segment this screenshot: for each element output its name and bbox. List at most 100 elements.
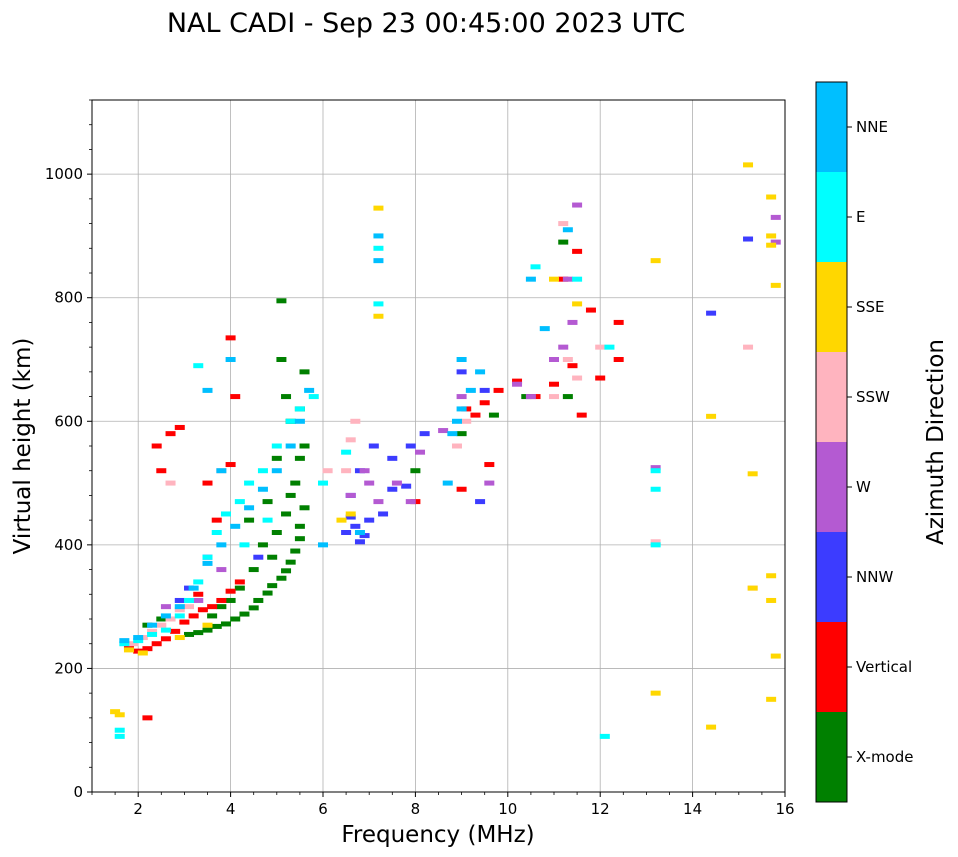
data-point [193, 591, 204, 597]
data-point [239, 611, 250, 617]
data-point [373, 245, 384, 251]
data-point [484, 462, 495, 468]
data-point [378, 511, 389, 517]
y-tick-label: 800 [54, 289, 83, 307]
data-point [253, 597, 264, 603]
data-point [373, 499, 384, 505]
data-point [373, 233, 384, 239]
data-point [193, 597, 204, 603]
colorbar-tick-label: SSW [856, 388, 890, 406]
colorbar-frame [815, 81, 848, 803]
series-w [160, 202, 781, 610]
data-point [549, 276, 559, 282]
data-point [479, 387, 490, 393]
colorbar-tick-label: Vertical [856, 658, 912, 676]
data-point [650, 542, 661, 548]
data-point [160, 636, 171, 642]
data-point [456, 369, 467, 375]
data-point [142, 715, 153, 721]
data-point [461, 418, 472, 424]
data-point [133, 635, 144, 641]
data-point [345, 437, 356, 443]
data-point [230, 523, 241, 529]
data-point [530, 264, 541, 270]
data-point [354, 530, 365, 535]
data-point [281, 394, 292, 400]
data-point [119, 638, 130, 644]
data-point [465, 387, 476, 393]
data-point [766, 597, 777, 603]
colorbar-tick-label: NNE [856, 118, 888, 136]
data-point [650, 468, 661, 474]
data-point [572, 248, 583, 254]
data-point [216, 604, 227, 610]
data-point [174, 607, 185, 613]
data-point [650, 486, 661, 492]
azimuth-colorbar: X-mode Vertical NNW W SSW SSE E NNE [815, 81, 913, 803]
data-point [123, 644, 134, 650]
data-point [373, 313, 384, 319]
x-tick-label: 14 [683, 800, 702, 818]
series-nne [119, 227, 573, 644]
data-point [488, 412, 499, 418]
data-point [257, 486, 268, 492]
data-point [299, 505, 310, 511]
data-point [562, 227, 573, 233]
data-point [290, 480, 301, 486]
data-point [179, 619, 190, 625]
x-tick-label: 10 [498, 800, 517, 818]
data-point [650, 258, 661, 264]
data-point [294, 536, 305, 542]
data-point [525, 394, 536, 400]
data-point [345, 492, 356, 498]
data-point [156, 616, 167, 622]
data-point [294, 523, 305, 529]
data-point [549, 394, 559, 400]
data-point [174, 635, 185, 641]
data-point [512, 378, 523, 384]
data-point [456, 394, 467, 400]
x-tick-label: 4 [226, 800, 236, 818]
data-point [706, 413, 717, 419]
data-point [142, 646, 153, 652]
data-point [387, 455, 398, 461]
colorbar-segment [816, 262, 847, 352]
data-point [244, 505, 255, 511]
data-point [188, 585, 199, 591]
data-point [160, 604, 171, 610]
data-point [595, 344, 606, 350]
data-point [456, 486, 467, 492]
data-point [322, 468, 333, 474]
data-point [599, 733, 610, 739]
data-point [442, 480, 453, 486]
data-point [202, 622, 213, 628]
data-point [299, 443, 310, 449]
data-point [706, 724, 717, 730]
colorbar-segment [816, 82, 847, 172]
data-point [558, 344, 569, 350]
data-point [456, 431, 467, 437]
data-point [225, 597, 236, 603]
data-point [225, 462, 236, 468]
data-point [184, 597, 195, 603]
data-point [562, 276, 573, 282]
data-point [276, 357, 287, 362]
x-tick-label: 6 [318, 800, 328, 818]
data-point [539, 326, 550, 332]
y-axis-label: Virtual height (km) [10, 338, 36, 555]
data-point [262, 517, 273, 523]
data-point [410, 468, 421, 474]
data-point [174, 597, 185, 603]
data-point [253, 554, 264, 560]
colorbar-segment [816, 712, 847, 802]
data-point [766, 696, 777, 702]
data-point [216, 597, 227, 603]
data-point [119, 641, 130, 647]
data-point [613, 319, 624, 325]
data-point [211, 517, 222, 523]
data-point [562, 394, 573, 400]
data-point [147, 628, 158, 634]
colorbar-label: Azimuth Direction [923, 339, 949, 545]
data-point [572, 301, 583, 307]
data-point [202, 387, 213, 393]
